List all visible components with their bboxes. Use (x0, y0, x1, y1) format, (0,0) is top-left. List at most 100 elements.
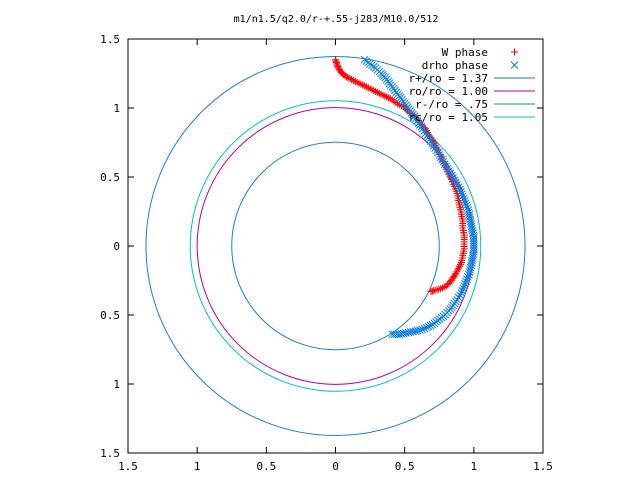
drho-phase-point (457, 190, 466, 198)
drho-phase-point (402, 329, 410, 337)
drho-phase-point (422, 323, 431, 332)
drho-phase-point (463, 275, 471, 283)
drho-phase-point (449, 174, 457, 182)
axis-ticks: 1.5 1 0.5 0 0.5 1 1.51.510.500.511.5 (100, 33, 553, 473)
drho-phase-point (428, 320, 437, 329)
drho-phase-point (416, 326, 424, 335)
legend-marker (511, 48, 518, 56)
drho-phase-point (464, 206, 473, 214)
drho-phase-point (454, 183, 463, 191)
drho-phase-point (429, 141, 438, 150)
drho-phase-point (463, 203, 472, 212)
drho-phase-point (404, 328, 413, 337)
drho-phase-point (438, 155, 446, 164)
drho-phase-point (456, 185, 464, 194)
drho-phase-point (411, 114, 420, 123)
drho-phase-point (469, 247, 478, 256)
x-tick-label: 1 (471, 460, 478, 473)
drho-phase-point (453, 180, 462, 189)
drho-phase-point (413, 326, 422, 335)
drho-phase-point (420, 127, 428, 135)
drho-phase-point (465, 213, 474, 221)
drho-phase-point (447, 171, 456, 180)
drho-phase-point (420, 324, 429, 333)
drho-phase-point (457, 289, 466, 297)
drho-phase-point (418, 325, 427, 334)
drho-phase-point (411, 327, 420, 335)
drho-phase-point (439, 157, 448, 166)
drho-phase-point (467, 220, 475, 228)
drho-phase-point (469, 252, 477, 260)
drho-phase-point (440, 160, 449, 168)
x-tick-label: 1.5 (118, 460, 138, 473)
drho-phase-point (431, 144, 439, 152)
drho-phase-point (426, 321, 435, 330)
x-tick-label: 1 (194, 460, 201, 473)
drho-phase-point (445, 167, 453, 175)
drho-phase-point (466, 266, 474, 274)
drho-phase-point (428, 139, 437, 148)
drho-phase-point (458, 192, 467, 201)
drho-phase-point (468, 226, 477, 235)
legend-label: W phase (442, 46, 488, 59)
drho-phase-point (469, 229, 477, 237)
drho-phase-point (446, 169, 455, 178)
drho-phase-point (464, 270, 473, 279)
y-tick-label: 1 (113, 102, 120, 115)
circle-series-4 (231, 141, 440, 351)
drho-phase-point (388, 330, 397, 339)
drho-phase-point (466, 215, 474, 224)
x-tick-label: 0 (332, 460, 339, 473)
circle-series-3 (196, 107, 475, 385)
y-tick-label: 1.5 (100, 447, 120, 460)
drho-phase-point (413, 117, 421, 125)
drho-phase-point (421, 129, 430, 138)
drho-phase-point (462, 277, 470, 286)
drho-phase-point (450, 176, 459, 185)
drho-phase-point (457, 187, 465, 196)
drho-phase-point (461, 279, 469, 288)
drho-phase-point (463, 272, 472, 281)
legend-label: r-/ro = .75 (415, 98, 488, 111)
drho-phase-point (406, 328, 415, 336)
drho-phase-point (442, 162, 451, 171)
y-tick-label: 0 (113, 240, 120, 253)
drho-phase-point (468, 256, 476, 265)
drho-phase-point (467, 259, 476, 267)
drho-phase-point (468, 224, 476, 233)
w-phase-point (438, 284, 446, 292)
drho-phase-point (410, 112, 419, 121)
x-tick-label: 0.5 (256, 460, 276, 473)
drho-phase-point (465, 210, 474, 219)
drho-phase-point (443, 164, 452, 173)
w-phase-point (427, 288, 435, 296)
y-tick-label: 0.5 (100, 171, 120, 184)
x-tick-label: 1.5 (533, 460, 553, 473)
drho-phase-point (466, 217, 475, 226)
drho-phase-point (462, 201, 471, 210)
drho-phase-point (458, 286, 467, 295)
drho-phase-point (436, 153, 445, 162)
drho-phase-point (465, 268, 474, 277)
drho-phase-point (461, 199, 470, 208)
legend-label: drho phase (422, 59, 488, 72)
drho-phase-point (460, 197, 469, 205)
drho-phase-point (459, 284, 468, 293)
point-series-1 (360, 55, 478, 339)
drho-phase-point (451, 178, 460, 187)
drho-phase-point (468, 254, 477, 263)
drho-phase-point (390, 330, 399, 339)
circle-series-5 (189, 100, 482, 392)
y-tick-label: 1.5 (100, 33, 120, 46)
chart-title: m1/n1.5/q2.0/r-+.55-j283/M10.0/512 (234, 14, 439, 25)
drho-phase-point (469, 249, 478, 258)
series-layer (145, 55, 526, 437)
legend-marker (510, 61, 519, 69)
drho-phase-point (424, 322, 433, 331)
legend-label: rc/ro = 1.05 (409, 111, 488, 124)
y-tick-label: 0.5 (100, 309, 120, 322)
drho-phase-point (427, 137, 435, 145)
drho-phase-point (467, 222, 476, 231)
